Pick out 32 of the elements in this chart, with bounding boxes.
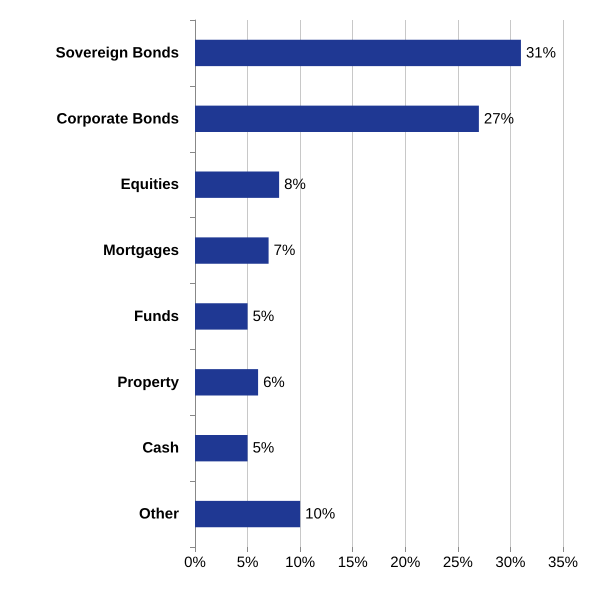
bar <box>195 237 269 264</box>
bar <box>195 40 521 66</box>
data-label: 5% <box>252 308 274 325</box>
x-tick-label: 10% <box>285 554 316 571</box>
y-tick-label: Property <box>117 374 180 391</box>
x-tick-label: 25% <box>442 554 473 571</box>
x-tick-label: 0% <box>184 554 206 571</box>
bar <box>195 303 248 330</box>
y-tick-label: Cash <box>142 440 179 457</box>
data-label: 10% <box>305 506 336 523</box>
data-label: 31% <box>526 44 556 62</box>
bar <box>195 106 479 132</box>
x-tick-label: 30% <box>495 554 526 571</box>
x-tick-label: 15% <box>338 554 368 571</box>
y-tick-label: Other <box>138 506 180 523</box>
y-tick-label: Mortgages <box>103 242 179 260</box>
y-tick-label: Corporate Bonds <box>56 110 179 128</box>
data-label: 8% <box>284 176 306 194</box>
x-tick-label: 20% <box>390 554 420 571</box>
bar <box>195 435 248 462</box>
data-label: 7% <box>274 242 296 260</box>
data-label: 27% <box>484 110 514 128</box>
bar <box>195 500 300 528</box>
x-tick-label: 35% <box>548 554 578 571</box>
data-label: 5% <box>252 440 274 457</box>
y-tick-label: Funds <box>134 308 179 325</box>
y-tick-label: Equities <box>120 176 179 194</box>
data-label: 6% <box>263 374 285 391</box>
x-tick-label: 5% <box>236 554 258 571</box>
y-tick-label: Sovereign Bonds <box>56 44 179 62</box>
bar <box>195 172 280 198</box>
bar <box>195 369 258 396</box>
